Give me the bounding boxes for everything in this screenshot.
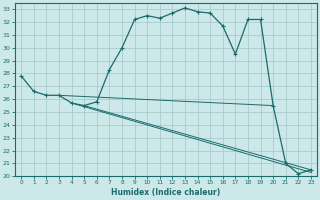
X-axis label: Humidex (Indice chaleur): Humidex (Indice chaleur) — [111, 188, 221, 197]
